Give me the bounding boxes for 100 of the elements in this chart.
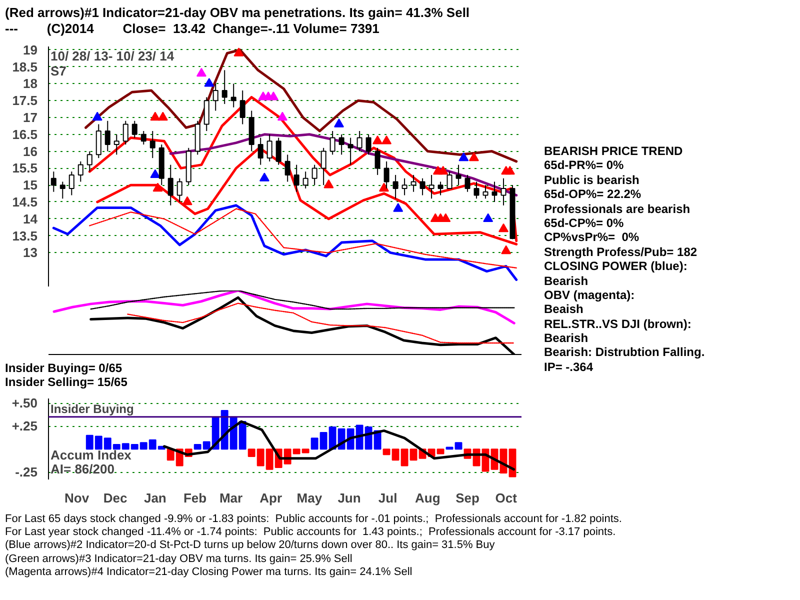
point	[234, 48, 244, 56]
point	[372, 135, 383, 144]
point	[150, 112, 160, 121]
candlestick	[402, 178, 408, 196]
y-tick-label: 14	[23, 211, 38, 226]
text: Professionals are bearish	[544, 202, 692, 216]
candlestick	[240, 90, 246, 125]
point	[334, 118, 344, 128]
candlestick	[464, 174, 470, 192]
x-tick-label: Apr	[260, 490, 282, 506]
chart-subtitle: --- (C)2014 Close= 13.42 Change=-.11 Volume= 7391	[5, 20, 380, 36]
y-tick-label: 13	[23, 245, 38, 260]
bar	[410, 448, 418, 461]
candlestick	[420, 178, 426, 196]
candlestick	[284, 154, 290, 182]
point	[324, 179, 334, 188]
y-tick-label: 15.5	[12, 160, 38, 176]
y-tick-label: 17.5	[12, 93, 38, 108]
point	[259, 172, 270, 182]
candlestick	[330, 130, 336, 156]
candlestick	[492, 181, 498, 202]
text: Beaish	[544, 302, 584, 317]
candlestick	[104, 120, 110, 152]
candlestick	[438, 181, 444, 196]
text: (Blue arrows)#2 Indicator=20-d St-Pct-D turns up below 20/turns down over 80.. Its gain= 31.5% Buy	[5, 539, 496, 553]
x-tick-label: Nov	[64, 490, 90, 506]
candlestick	[428, 174, 434, 200]
point	[277, 112, 288, 121]
annotation: 10/ 28/ 13- 10/ 23/ 14	[50, 48, 175, 64]
bar	[454, 442, 462, 450]
candlestick	[348, 137, 354, 166]
line-series	[52, 204, 518, 281]
x-tick-label: Oct	[495, 490, 518, 506]
y-tick-label: 19	[23, 42, 38, 58]
x-tick-label: Aug	[415, 490, 440, 506]
text: BEARISH PRICE TREND	[544, 144, 684, 158]
point	[182, 196, 192, 206]
text: For Last 65 days stock changed -9.9% or -1.83 points: Public accounts for -.01 points.; Professionals account for -1.82 points.	[5, 513, 622, 526]
candlestick	[132, 120, 138, 138]
point	[152, 182, 163, 192]
text: Bearish	[544, 331, 590, 346]
text: REL.STR..VS DJI (brown):	[544, 316, 692, 332]
point	[382, 135, 392, 144]
point	[204, 78, 214, 87]
text: Public is bearish	[544, 172, 640, 188]
x-tick-label: Dec	[103, 490, 128, 506]
point	[268, 92, 278, 100]
candlestick	[78, 160, 84, 182]
bar	[436, 448, 444, 454]
y-tick-label: 18.5	[12, 59, 38, 74]
line-series	[162, 420, 516, 471]
x-tick-label: Sep	[456, 490, 480, 506]
candlestick	[230, 83, 236, 108]
text: 65d-CP%= 0%	[544, 216, 625, 230]
x-tick-label: Jul	[378, 490, 398, 506]
point	[438, 166, 448, 175]
candlestick	[150, 130, 156, 159]
y-tick-label: +.50	[12, 396, 38, 411]
text: Strength Profess/Pub= 182	[544, 244, 698, 260]
candlestick	[204, 96, 210, 132]
candlestick	[356, 130, 362, 152]
point	[458, 152, 469, 162]
line-series	[169, 133, 518, 196]
point	[92, 112, 102, 121]
text: Insider Selling= 15/65	[5, 375, 128, 390]
text: CP%vsPr%= 0%	[544, 230, 640, 245]
candlestick	[50, 171, 56, 192]
text: Bearish: Distrubtion Falling.	[544, 345, 705, 360]
candlestick	[384, 160, 390, 189]
y-tick-label: 14.5	[12, 194, 38, 210]
y-tick-label: 17	[23, 110, 38, 125]
candlestick	[482, 184, 488, 200]
y-tick-label: -.25	[15, 464, 38, 480]
y-tick-label: 15	[23, 178, 38, 193]
text: Bearish	[544, 274, 590, 288]
candlestick	[474, 181, 480, 200]
text: OBV (magenta):	[544, 288, 636, 302]
text: For Last year stock changed -11.4% or -1.74 points: Public accounts for 1.43 points.; Professionals account for -3.17 points.	[5, 526, 617, 540]
x-tick-label: Jun	[338, 490, 361, 506]
candlestick	[212, 83, 218, 112]
line-series	[89, 208, 517, 269]
candlestick	[294, 164, 300, 192]
text: 65d-OP%= 22.2%	[544, 187, 642, 202]
candlestick	[302, 171, 308, 189]
x-tick-label: May	[296, 490, 323, 506]
candlestick	[122, 120, 128, 146]
candlestick	[320, 147, 326, 186]
point	[483, 213, 494, 222]
candlestick	[68, 171, 74, 196]
candlestick	[266, 134, 272, 162]
text: 65d-PR%= 0%	[544, 158, 625, 173]
chart-title: (Red arrows)#1 Indicator=21-day OBV ma penetrations. Its gain= 41.3% Sell	[5, 5, 470, 21]
candlestick	[222, 70, 228, 104]
point	[196, 68, 206, 77]
candlestick	[366, 134, 372, 156]
annotation: Accum Index	[50, 448, 132, 462]
candlestick	[140, 130, 146, 146]
point	[501, 245, 512, 254]
annotation: AI= 86/200	[50, 462, 114, 476]
point	[468, 152, 479, 162]
